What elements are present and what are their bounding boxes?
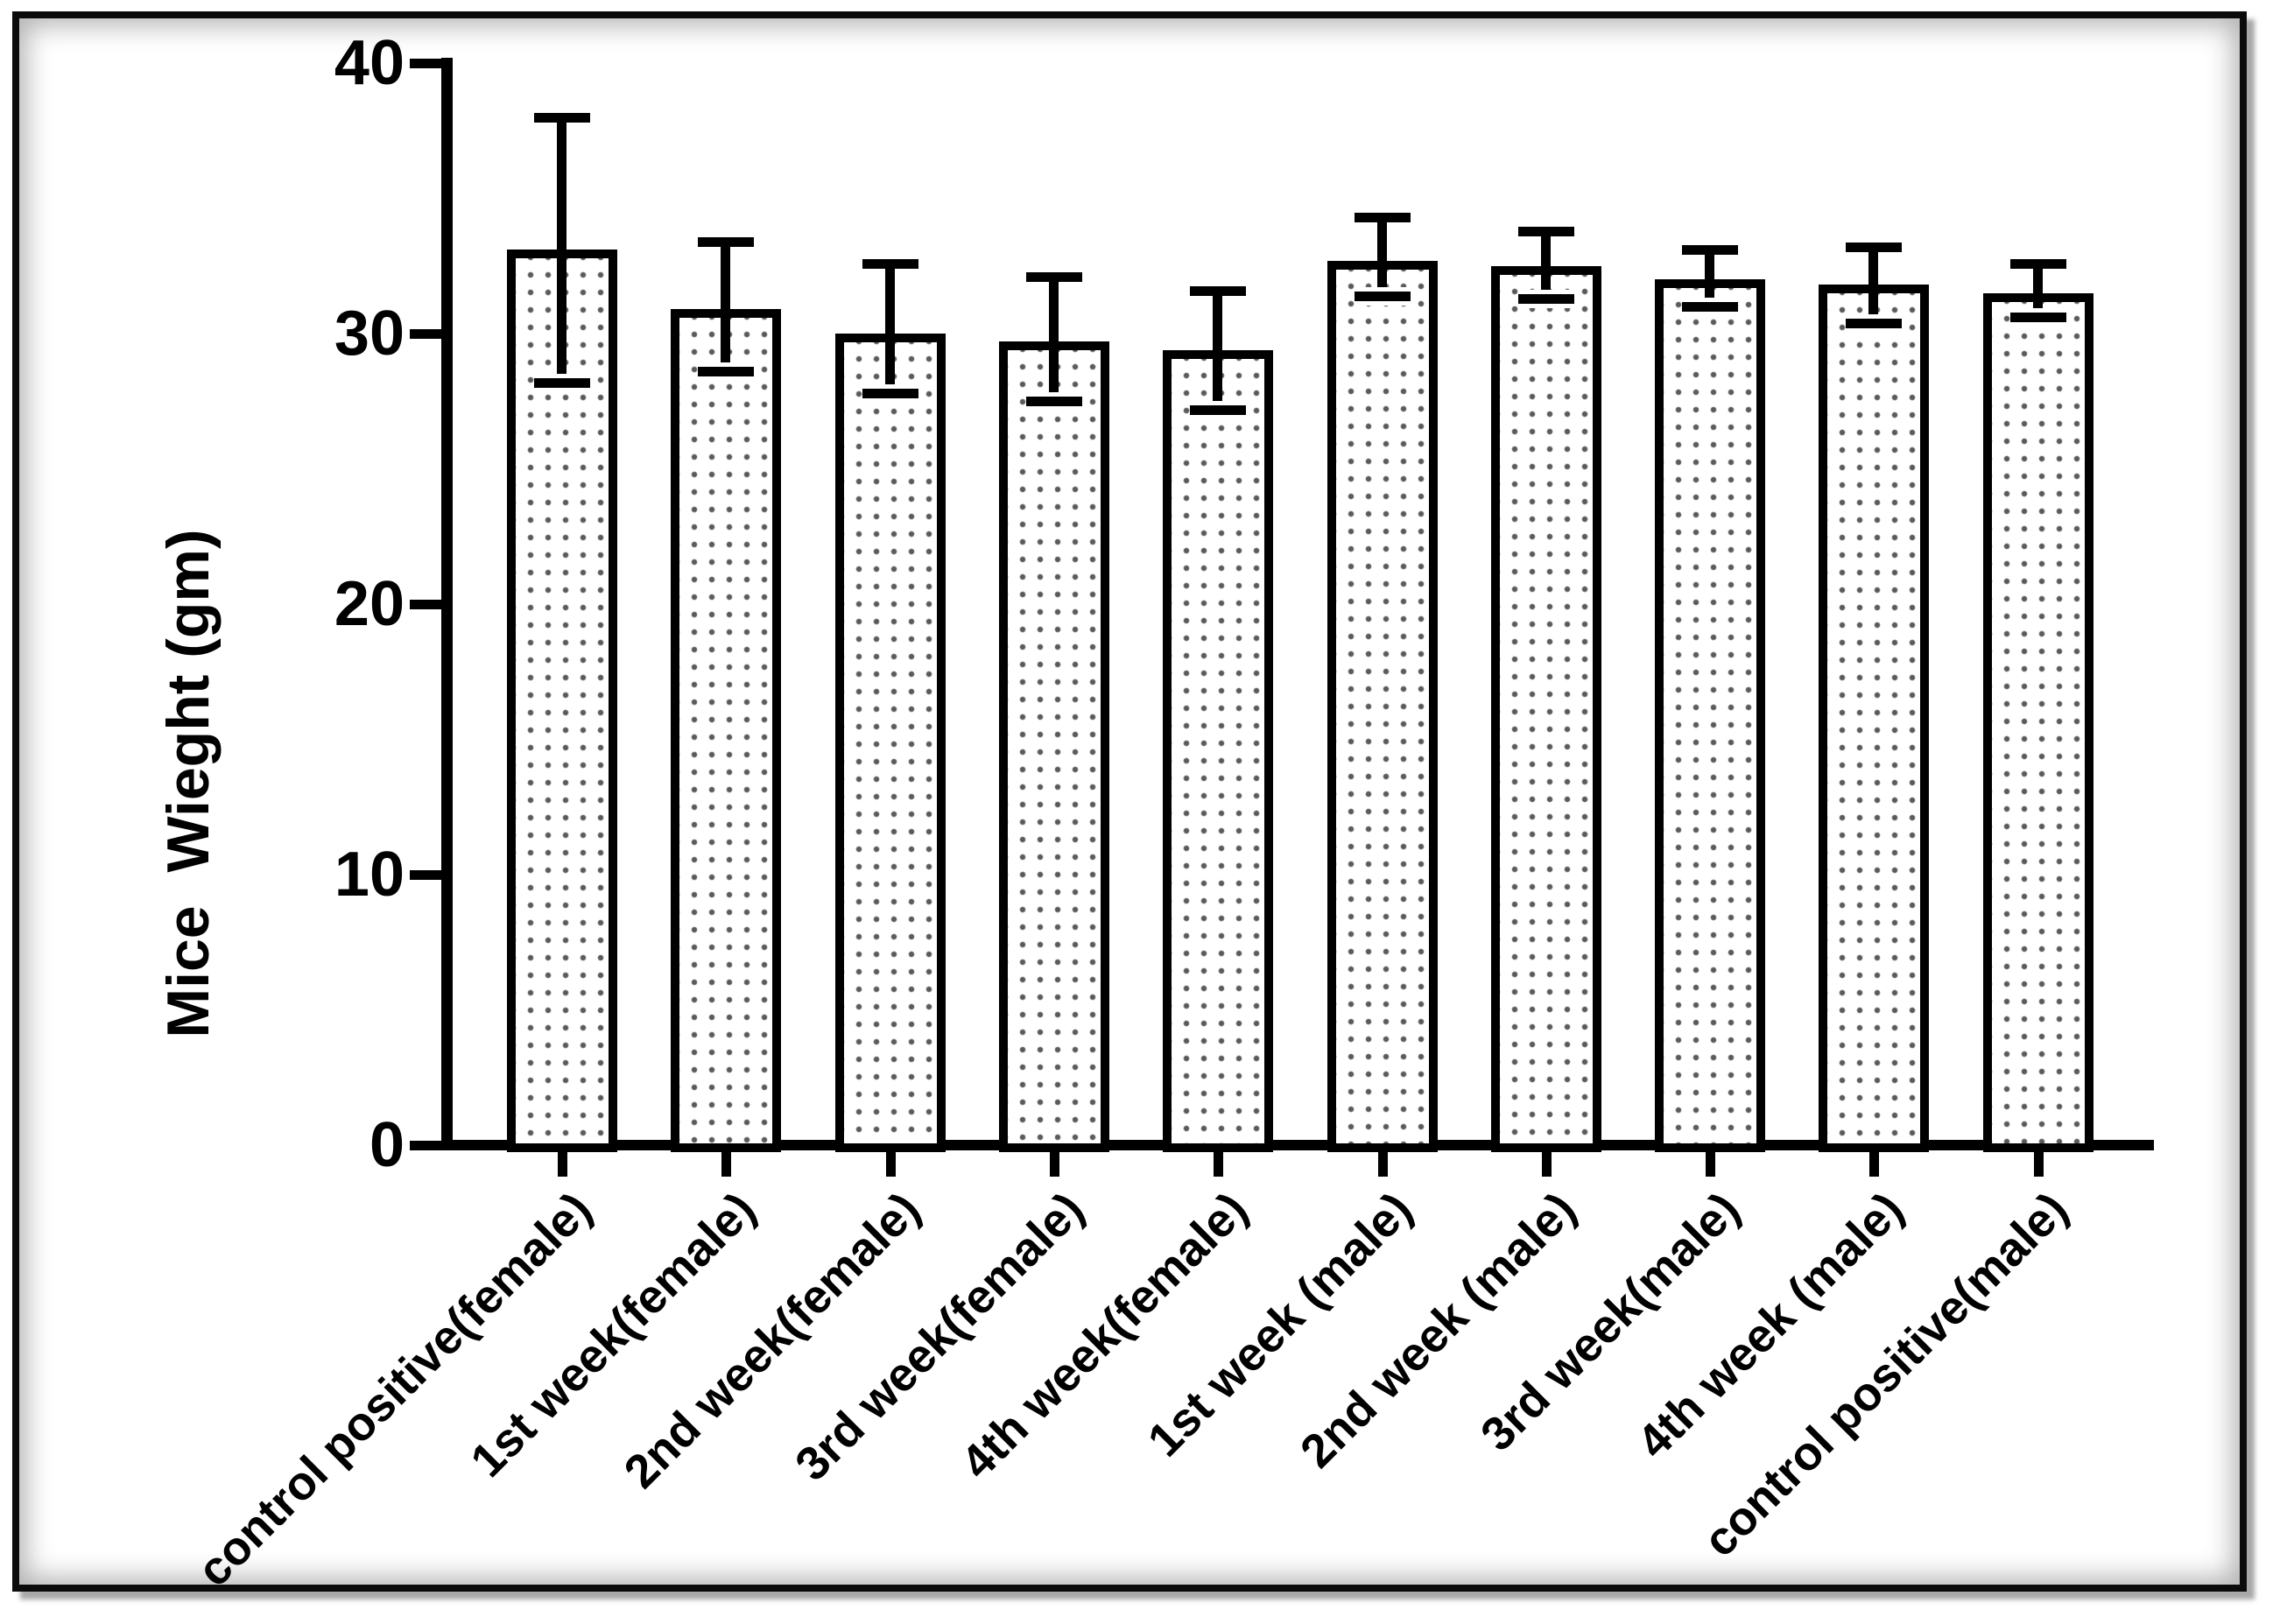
bar: [835, 334, 946, 1152]
error-bar-cap-bottom: [1682, 298, 1738, 316]
error-bar-cap-bottom: [862, 384, 918, 403]
x-tick: [1869, 1150, 1879, 1177]
error-bar-cap-top: [1190, 286, 1246, 296]
error-bar-line: [1868, 243, 1878, 327]
error-bar-cap-top: [1518, 227, 1574, 236]
error-bar-cap-top: [1026, 272, 1082, 282]
x-tick: [1214, 1150, 1223, 1177]
y-tick-label: 0: [369, 1110, 405, 1180]
error-bar-cap-top: [1355, 213, 1411, 222]
error-bar-cap-top: [698, 237, 754, 247]
error-bar-cap-top: [534, 113, 590, 123]
x-tick: [558, 1150, 567, 1177]
y-tick-label: 10: [334, 840, 405, 910]
error-bar-line: [1541, 227, 1551, 303]
error-bar-cap-top: [1846, 243, 1902, 252]
error-bar-cap-bottom: [1846, 314, 1902, 333]
error-bar-line: [2033, 259, 2043, 321]
error-bar-cap-bottom: [534, 374, 590, 392]
error-bar-line: [557, 113, 566, 387]
error-bar-cap-bottom: [1518, 290, 1574, 308]
error-bar-line: [721, 237, 730, 376]
error-bar-cap-bottom: [1190, 401, 1246, 419]
error-bar-cap-bottom: [1355, 287, 1411, 306]
bar: [1983, 293, 2094, 1152]
x-category-label: 4th week(female): [950, 1182, 1258, 1489]
y-tick: [410, 59, 445, 68]
error-bar-cap-bottom: [698, 362, 754, 381]
error-bar-cap-bottom: [2010, 308, 2066, 327]
y-tick: [410, 329, 445, 339]
x-tick: [2034, 1150, 2044, 1177]
error-bar-cap-top: [862, 259, 918, 269]
error-bar-cap-top: [1682, 245, 1738, 255]
x-category-label: 2nd week (male): [1290, 1182, 1587, 1479]
x-tick: [886, 1150, 896, 1177]
bar: [1163, 350, 1273, 1152]
bar: [671, 309, 781, 1152]
bar: [1327, 261, 1438, 1152]
x-tick: [721, 1150, 731, 1177]
y-axis-title: Mice Wieght (gm): [155, 529, 222, 1038]
error-bar-line: [885, 259, 895, 397]
error-bar-line: [1049, 272, 1059, 405]
error-bar-line: [1213, 286, 1222, 414]
x-tick: [1706, 1150, 1715, 1177]
bar: [999, 341, 1109, 1152]
y-tick-label: 40: [334, 28, 405, 98]
x-tick: [1378, 1150, 1388, 1177]
x-category-label: 3rd week(female): [785, 1182, 1094, 1491]
error-bar-cap-top: [2010, 259, 2066, 269]
x-category-label: 1st week(female): [461, 1182, 766, 1487]
error-bar-cap-bottom: [1026, 392, 1082, 411]
bar: [1819, 285, 1929, 1152]
bar: [507, 250, 617, 1152]
bar: [1491, 266, 1601, 1152]
y-tick: [410, 870, 445, 880]
error-bar-line: [1705, 245, 1714, 311]
x-category-label: 2nd week(female): [614, 1182, 931, 1499]
y-tick-label: 20: [334, 569, 405, 639]
error-bar-line: [1377, 213, 1387, 300]
x-tick: [1542, 1150, 1552, 1177]
y-tick: [410, 1141, 445, 1150]
y-tick: [410, 600, 445, 609]
y-tick-label: 30: [334, 299, 405, 369]
bar: [1655, 279, 1765, 1152]
x-tick: [1050, 1150, 1059, 1177]
